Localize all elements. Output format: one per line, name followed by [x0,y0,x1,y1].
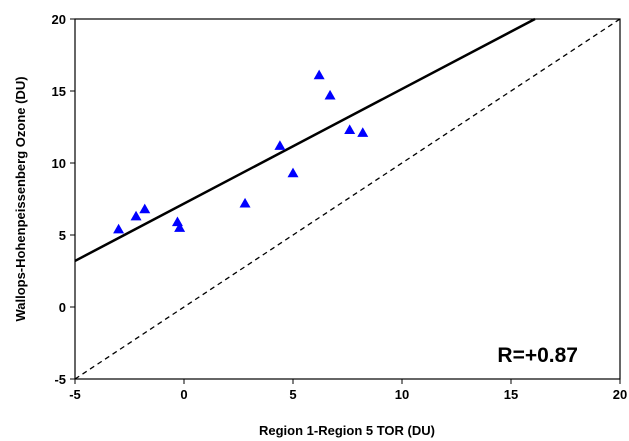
y-tick-label: 5 [59,228,66,243]
fit-lines [74,17,621,380]
x-tick-label: -5 [69,387,81,402]
x-tick-label: 15 [504,387,518,402]
one-to-one-dashed-line [74,18,621,380]
y-tick-label: 20 [52,12,66,27]
data-point-triangle [287,167,299,178]
data-point-triangle [274,140,286,150]
data-point-triangle [139,203,151,214]
x-axis-label: Region 1-Region 5 TOR (DU) [259,423,435,438]
data-point-triangle [130,210,142,221]
data-point-triangle [113,223,125,234]
x-tick-label: 20 [613,387,627,402]
data-points [113,69,369,234]
axis-ticks: -5 0 5 10 15 20 -5 0 5 10 15 20 [52,12,628,402]
correlation-annotation: R=+0.87 [497,344,578,367]
data-point-triangle [357,127,369,137]
y-axis-label: Wallops-Hohenpeissenberg Ozone (DU) [13,76,28,321]
data-point-triangle [344,124,356,135]
data-point-triangle [239,197,251,208]
y-tick-label: -5 [54,372,66,387]
x-tick-label: 5 [289,387,296,402]
data-point-triangle [324,89,336,100]
data-point-triangle [174,222,186,232]
x-tick-label: 10 [395,387,409,402]
y-tick-label: 0 [59,300,66,315]
y-tick-label: 15 [52,84,66,99]
y-tick-label: 10 [52,156,66,171]
x-tick-label: 0 [180,387,187,402]
regression-line [74,17,536,263]
data-point-triangle [313,69,325,80]
